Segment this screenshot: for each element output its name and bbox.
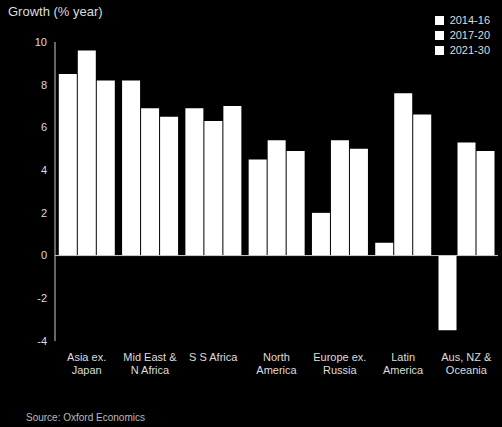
html-text:Source: Oxford Economics: Source: Oxford Economics bbox=[26, 412, 145, 423]
svg-text:Aus, NZ &Oceania: Aus, NZ &Oceania bbox=[441, 351, 492, 376]
html-text:2014-16: 2014-16 bbox=[449, 14, 490, 26]
svg-text:2: 2 bbox=[41, 207, 47, 219]
svg-text:LatinAmerica: LatinAmerica bbox=[383, 351, 424, 376]
svg-text:6: 6 bbox=[41, 121, 47, 133]
svg-text:Europe ex.Russia: Europe ex.Russia bbox=[313, 351, 366, 376]
svg-text:0: 0 bbox=[41, 249, 47, 261]
svg-text:4: 4 bbox=[41, 164, 47, 176]
svg-text:10: 10 bbox=[35, 36, 47, 48]
html-text:2017-20: 2017-20 bbox=[449, 29, 490, 41]
svg-text:S S Africa: S S Africa bbox=[189, 351, 238, 363]
svg-text:-2: -2 bbox=[37, 292, 47, 304]
svg-text:-4: -4 bbox=[37, 335, 47, 347]
svg-text:Asia ex.Japan: Asia ex.Japan bbox=[67, 351, 106, 376]
svg-text:Mid East &N Africa: Mid East &N Africa bbox=[123, 351, 177, 376]
svg-text:8: 8 bbox=[41, 79, 47, 91]
html-text:2021-30: 2021-30 bbox=[449, 44, 490, 56]
html-text:Growth (% year): Growth (% year) bbox=[8, 4, 103, 19]
svg-text:NorthAmerica: NorthAmerica bbox=[256, 351, 297, 376]
